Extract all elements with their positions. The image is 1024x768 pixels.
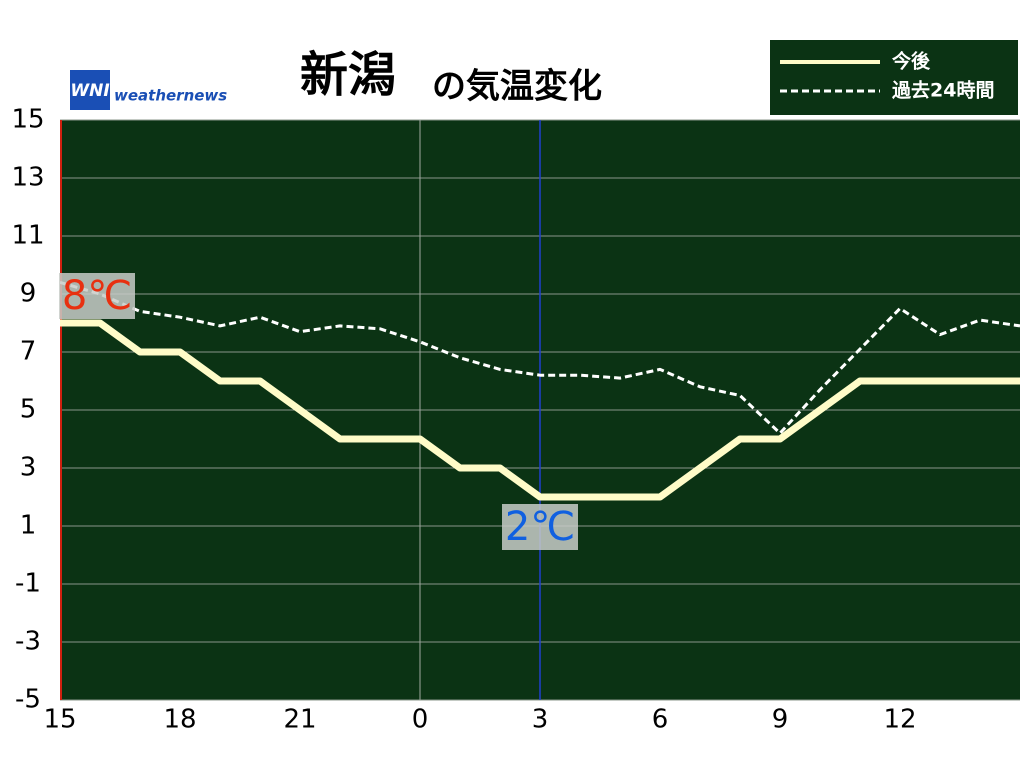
value-label: 2℃ — [505, 504, 575, 550]
series-line — [60, 319, 1020, 501]
y-tick-label: -5 — [15, 685, 41, 715]
x-tick-label: 0 — [412, 705, 429, 735]
x-tick-label: 21 — [283, 705, 316, 735]
x-tick-label: 18 — [163, 705, 196, 735]
y-tick-label: 13 — [11, 163, 44, 193]
y-tick-label: 15 — [11, 105, 44, 135]
value-label: 8℃ — [62, 273, 132, 319]
value-label-bg — [59, 273, 135, 319]
value-label-bg — [502, 504, 578, 550]
x-tick-label: 6 — [652, 705, 669, 735]
x-tick-label: 3 — [532, 705, 549, 735]
y-tick-label: 7 — [20, 337, 37, 367]
logo-text: weathernews — [114, 87, 227, 105]
legend-label: 今後 — [891, 50, 931, 73]
chart-title: 新潟 — [300, 47, 396, 103]
y-tick-label: -1 — [15, 569, 41, 599]
legend-box — [770, 40, 1018, 115]
y-tick-label: -3 — [15, 627, 41, 657]
x-tick-label: 12 — [883, 705, 916, 735]
x-tick-label: 9 — [772, 705, 789, 735]
y-tick-label: 5 — [20, 395, 37, 425]
x-tick-label: 15 — [43, 705, 76, 735]
logo-mark: WNI — [70, 81, 109, 101]
y-tick-label: 11 — [11, 221, 44, 251]
chart-subtitle: の気温変化 — [432, 67, 602, 107]
series-line — [59, 280, 1021, 435]
y-tick-label: 3 — [20, 453, 37, 483]
logo-box — [70, 70, 110, 110]
y-tick-label: 9 — [20, 279, 37, 309]
legend-label: 過去24時間 — [892, 79, 994, 102]
y-tick-label: 1 — [20, 511, 37, 541]
